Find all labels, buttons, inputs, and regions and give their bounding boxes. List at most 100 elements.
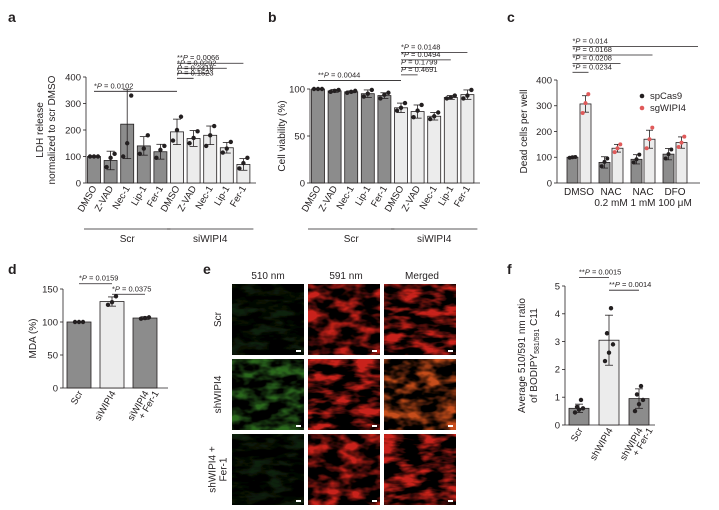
data-point — [647, 137, 652, 142]
p-value-label: *P = 0.0168 — [573, 45, 612, 54]
x-tick-label: DMSO — [564, 187, 594, 198]
data-point — [178, 114, 184, 119]
data-point — [605, 156, 610, 161]
x-tick-label: shWIPI4 — [588, 426, 615, 463]
p-value-label: P = 0.1523 — [177, 68, 214, 77]
data-point — [245, 155, 250, 161]
data-point — [398, 105, 404, 111]
data-point — [644, 146, 649, 151]
data-point — [640, 397, 646, 403]
p-value-label: *P = 0.0234 — [573, 62, 612, 71]
p-value-label: *P = 0.0208 — [573, 54, 612, 63]
data-point — [394, 108, 400, 113]
micro-row-label: Fer-1 — [219, 457, 230, 481]
data-point — [112, 151, 117, 157]
y-axis-label: Cell viability (%) — [277, 100, 288, 171]
data-point — [162, 143, 167, 149]
scale-bar — [296, 425, 301, 427]
data-point — [436, 110, 441, 115]
p-value-label: **P = 0.0014 — [609, 280, 651, 289]
data-point — [137, 151, 142, 157]
p-value-label: *P = 0.014 — [573, 37, 608, 46]
p-value-label: P = 0.4691 — [401, 65, 438, 74]
data-point — [104, 164, 109, 170]
panel-label-d: d — [8, 261, 17, 277]
y-tick-label: 300 — [65, 99, 81, 110]
bar — [579, 103, 592, 184]
data-point — [461, 96, 466, 101]
bar — [66, 321, 92, 389]
y-tick-label: 100 — [42, 317, 58, 328]
data-point — [174, 127, 180, 133]
y-axis-label: of BODIPY581/591 C11 — [529, 308, 541, 403]
data-point — [612, 150, 617, 155]
data-point — [369, 87, 374, 93]
data-point — [452, 93, 457, 98]
data-point — [108, 155, 113, 161]
data-point — [615, 146, 620, 151]
x-tick-label: Fer-1 — [452, 184, 473, 209]
x-tick-label: Scr — [69, 389, 86, 407]
bar — [427, 115, 442, 184]
data-point — [465, 93, 470, 98]
p-value-label: **P = 0.0015 — [579, 268, 621, 277]
data-point — [220, 150, 225, 155]
data-point — [572, 410, 578, 415]
bar — [99, 301, 125, 389]
micro-row-label: shWIPI4 — [213, 375, 224, 413]
data-point — [204, 143, 209, 149]
data-point — [586, 92, 591, 97]
p-value-label: P = 0.1799 — [401, 57, 438, 66]
data-point — [637, 152, 642, 157]
bar — [443, 97, 458, 184]
p-value-label: *P = 0.0292 — [177, 58, 216, 67]
scale-bar — [372, 500, 377, 502]
x-tick-label: NAC — [600, 187, 621, 198]
data-point — [125, 141, 130, 146]
data-point — [121, 154, 126, 159]
y-tick-label: 4 — [555, 309, 560, 320]
scale-bar — [448, 350, 453, 352]
bar — [132, 317, 158, 389]
data-point — [142, 315, 148, 321]
data-point — [315, 86, 321, 92]
data-point — [113, 294, 119, 299]
micrograph-signal — [308, 284, 380, 355]
data-point — [332, 88, 337, 94]
bar — [377, 95, 392, 184]
bar — [460, 94, 475, 184]
data-point — [580, 110, 585, 115]
data-point — [146, 315, 152, 320]
chart-f: 0 1 2 3 4 5 Average 510/591 nm ratio of BODIPY5… — [517, 268, 656, 463]
data-point — [212, 123, 217, 129]
y-tick-label: 50 — [47, 350, 58, 361]
data-point — [578, 397, 584, 403]
p-value-label: *P = 0.0375 — [112, 284, 151, 293]
micrograph-signal — [232, 284, 304, 355]
bar — [311, 88, 325, 184]
data-point — [349, 89, 354, 95]
group-label: Scr — [120, 234, 136, 245]
bar — [360, 93, 375, 184]
x-tick-label: 0.2 mM — [594, 198, 627, 209]
data-point — [583, 101, 588, 106]
data-point — [631, 160, 636, 165]
micro-col-label-591: 591 nm — [329, 271, 362, 282]
data-point — [679, 140, 684, 145]
data-point — [345, 90, 350, 95]
data-point — [682, 134, 687, 139]
group-label: siWIPI4 — [193, 234, 228, 245]
y-tick-label: 0 — [547, 178, 552, 189]
y-tick-label: 200 — [536, 127, 552, 138]
data-point — [618, 142, 623, 147]
data-point — [411, 115, 416, 120]
data-point — [606, 350, 612, 355]
data-point — [669, 147, 674, 152]
data-point — [353, 88, 358, 94]
micro-col-label-510: 510 nm — [251, 271, 284, 282]
data-point — [208, 133, 213, 138]
micrograph-signal — [232, 359, 304, 430]
x-tick-label: Nec-1 — [111, 184, 133, 211]
y-tick-label: 200 — [65, 125, 81, 136]
